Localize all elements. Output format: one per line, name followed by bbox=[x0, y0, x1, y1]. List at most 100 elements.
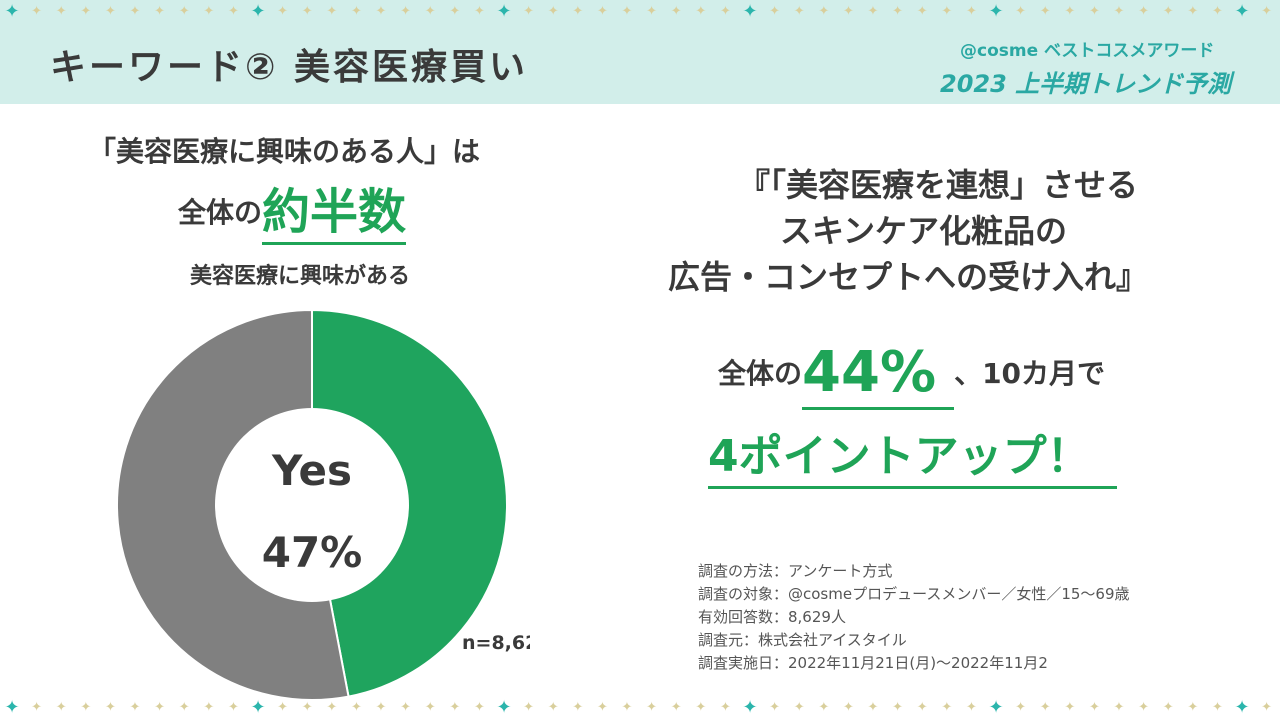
decorative-star-icon: ✦ bbox=[301, 4, 313, 19]
decorative-star-icon: ✦ bbox=[55, 4, 67, 19]
decorative-star-icon: ✦ bbox=[646, 4, 658, 19]
left-headline-1: 「美容医療に興味のある人」は bbox=[88, 135, 481, 168]
decorative-star-icon: ✦ bbox=[988, 697, 1004, 718]
decorative-star-icon: ✦ bbox=[55, 700, 67, 715]
decorative-star-icon: ✦ bbox=[424, 700, 436, 715]
decorative-star-icon: ✦ bbox=[1113, 4, 1125, 19]
decorative-star-icon: ✦ bbox=[129, 700, 141, 715]
decorative-star-icon: ✦ bbox=[1261, 700, 1273, 715]
decorative-star-icon: ✦ bbox=[227, 4, 239, 19]
decorative-star-icon: ✦ bbox=[916, 4, 928, 19]
decorative-star-icon: ✦ bbox=[400, 700, 412, 715]
method-line: 調査元：株式会社アイスタイル bbox=[698, 631, 907, 649]
decorative-star-icon: ✦ bbox=[547, 4, 559, 19]
decorative-star-icon: ✦ bbox=[31, 700, 43, 715]
decorative-star-icon: ✦ bbox=[473, 4, 485, 19]
chart-caption: 美容医療に興味がある bbox=[190, 264, 411, 289]
decorative-star-icon: ✦ bbox=[547, 700, 559, 715]
decorative-star-icon: ✦ bbox=[496, 697, 512, 718]
decorative-star-icon: ✦ bbox=[621, 700, 633, 715]
decorative-star-icon: ✦ bbox=[4, 1, 20, 22]
decorative-star-icon: ✦ bbox=[154, 4, 166, 19]
decorative-star-icon: ✦ bbox=[400, 4, 412, 19]
decorative-star-icon: ✦ bbox=[1234, 1, 1250, 22]
left-headline-emphasis: 約半数 bbox=[262, 184, 407, 245]
decorative-star-icon: ✦ bbox=[769, 700, 781, 715]
decorative-star-icon: ✦ bbox=[1015, 700, 1027, 715]
decorative-star-icon: ✦ bbox=[277, 4, 289, 19]
method-line: 調査の対象：@cosmeプロデュースメンバー／女性／15〜69歳 bbox=[698, 585, 1130, 603]
decorative-star-icon: ✦ bbox=[941, 4, 953, 19]
decorative-star-icon: ✦ bbox=[793, 700, 805, 715]
bottom-star-border: ✦ ✦ ✦ ✦ ✦ ✦ ✦ ✦ ✦ ✦ ✦ ✦ ✦ ✦ ✦ ✦ ✦ ✦ ✦ ✦ ✦ ✦ ✦ ✦ ✦ ✦ ✦ ✦ ✦ ✦ ✦ ✦ ✦ ✦ ✦ ✦ ✦ ✦ ✦ ✦… bbox=[0, 696, 1280, 720]
decorative-star-icon: ✦ bbox=[326, 700, 338, 715]
decorative-star-icon: ✦ bbox=[695, 700, 707, 715]
decorative-star-icon: ✦ bbox=[670, 700, 682, 715]
decorative-star-icon: ✦ bbox=[1138, 700, 1150, 715]
decorative-star-icon: ✦ bbox=[1162, 700, 1174, 715]
decorative-star-icon: ✦ bbox=[203, 4, 215, 19]
decorative-star-icon: ✦ bbox=[250, 697, 266, 718]
decorative-star-icon: ✦ bbox=[449, 4, 461, 19]
donut-slice-1 bbox=[311, 308, 508, 698]
decorative-star-icon: ✦ bbox=[1113, 700, 1125, 715]
left-headline-prefix: 全体の bbox=[178, 196, 263, 229]
decorative-star-icon: ✦ bbox=[350, 700, 362, 715]
decorative-star-icon: ✦ bbox=[818, 700, 830, 715]
decorative-star-icon: ✦ bbox=[104, 700, 116, 715]
decorative-star-icon: ✦ bbox=[301, 700, 313, 715]
page-title: キーワード② 美容医療買い bbox=[50, 47, 529, 88]
donut-hole bbox=[215, 408, 409, 602]
decorative-star-icon: ✦ bbox=[1261, 4, 1273, 19]
decorative-star-icon: ✦ bbox=[1187, 4, 1199, 19]
quote-line-2: スキンケア化粧品の bbox=[780, 212, 1068, 250]
decorative-star-icon: ✦ bbox=[203, 700, 215, 715]
decorative-star-icon: ✦ bbox=[80, 4, 92, 19]
decorative-star-icon: ✦ bbox=[375, 700, 387, 715]
decorative-star-icon: ✦ bbox=[1162, 4, 1174, 19]
decorative-star-icon: ✦ bbox=[1039, 4, 1051, 19]
decorative-star-icon: ✦ bbox=[1138, 4, 1150, 19]
decorative-star-icon: ✦ bbox=[1088, 700, 1100, 715]
decorative-star-icon: ✦ bbox=[988, 1, 1004, 22]
decorative-star-icon: ✦ bbox=[695, 4, 707, 19]
decorative-star-icon: ✦ bbox=[742, 697, 758, 718]
donut-center-value: 47% bbox=[262, 528, 363, 577]
top-star-border: ✦ ✦ ✦ ✦ ✦ ✦ ✦ ✦ ✦ ✦ ✦ ✦ ✦ ✦ ✦ ✦ ✦ ✦ ✦ ✦ ✦ ✦ ✦ ✦ ✦ ✦ ✦ ✦ ✦ ✦ ✦ ✦ ✦ ✦ ✦ ✦ ✦ ✦ ✦ ✦… bbox=[0, 0, 1280, 24]
decorative-star-icon: ✦ bbox=[842, 700, 854, 715]
donut-chart: Yes 47% n=8,629 bbox=[116, 308, 530, 701]
decorative-star-icon: ✦ bbox=[892, 700, 904, 715]
decorative-star-icon: ✦ bbox=[1064, 700, 1076, 715]
decorative-star-icon: ✦ bbox=[31, 4, 43, 19]
decorative-star-icon: ✦ bbox=[129, 4, 141, 19]
decorative-star-icon: ✦ bbox=[1015, 4, 1027, 19]
decorative-star-icon: ✦ bbox=[621, 4, 633, 19]
decorative-star-icon: ✦ bbox=[250, 1, 266, 22]
decorative-star-icon: ✦ bbox=[424, 4, 436, 19]
decorative-star-icon: ✦ bbox=[1039, 700, 1051, 715]
decorative-star-icon: ✦ bbox=[1211, 700, 1223, 715]
decorative-star-icon: ✦ bbox=[523, 700, 535, 715]
quote-line-1: 『「美容医療を連想」させる bbox=[738, 166, 1139, 204]
stat-emphasis: 44% bbox=[802, 340, 955, 410]
decorative-star-icon: ✦ bbox=[941, 700, 953, 715]
decorative-star-icon: ✦ bbox=[719, 4, 731, 19]
decorative-star-icon: ✦ bbox=[596, 4, 608, 19]
decorative-star-icon: ✦ bbox=[596, 700, 608, 715]
header-band bbox=[0, 0, 1280, 104]
decorative-star-icon: ✦ bbox=[496, 1, 512, 22]
decorative-star-icon: ✦ bbox=[965, 4, 977, 19]
brand-name: @cosme ベストコスメアワード bbox=[960, 41, 1215, 61]
decorative-star-icon: ✦ bbox=[1211, 4, 1223, 19]
left-headline-2: 全体の約半数 bbox=[178, 172, 407, 245]
decorative-star-icon: ✦ bbox=[965, 700, 977, 715]
decorative-star-icon: ✦ bbox=[154, 700, 166, 715]
decorative-star-icon: ✦ bbox=[1088, 4, 1100, 19]
decorative-star-icon: ✦ bbox=[670, 4, 682, 19]
donut-center-label: Yes bbox=[271, 446, 352, 495]
decorative-star-icon: ✦ bbox=[916, 700, 928, 715]
decorative-star-icon: ✦ bbox=[867, 4, 879, 19]
decorative-star-icon: ✦ bbox=[473, 700, 485, 715]
decorative-star-icon: ✦ bbox=[572, 4, 584, 19]
decorative-star-icon: ✦ bbox=[867, 700, 879, 715]
